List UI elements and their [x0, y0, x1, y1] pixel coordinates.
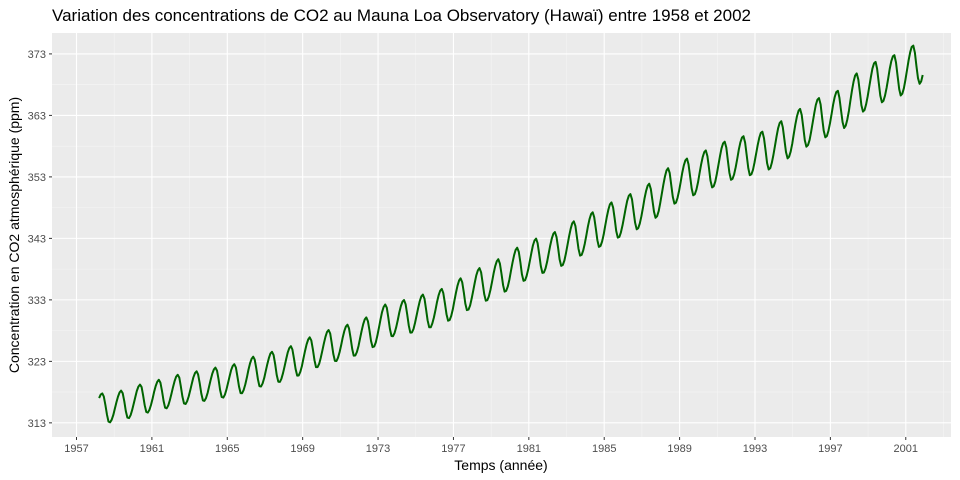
y-tick-label: 343 [28, 233, 46, 245]
axis-ticks [49, 53, 907, 440]
y-tick-label: 363 [28, 110, 46, 122]
x-tick-label: 1977 [441, 443, 465, 455]
x-tick-label: 1961 [140, 443, 164, 455]
x-tick-label: 1985 [592, 443, 616, 455]
x-tick-labels: 1957 1961 1965 1969 1973 1977 1981 1985 1989 1993… [64, 443, 918, 455]
x-tick-label: 1981 [517, 443, 541, 455]
y-tick-label: 373 [28, 49, 46, 61]
y-axis-title: Concentration en CO2 atmosphérique (ppm) [6, 97, 22, 373]
y-tick-labels: 313 323 333 343 353 363 373 [28, 49, 46, 430]
x-tick-label: 1993 [743, 443, 767, 455]
x-tick-label: 1997 [818, 443, 842, 455]
x-tick-label: 1957 [64, 443, 88, 455]
plot-panel [52, 33, 951, 437]
y-tick-label: 323 [28, 356, 46, 368]
x-tick-label: 1969 [290, 443, 314, 455]
y-tick-label: 353 [28, 172, 46, 184]
y-tick-label: 313 [28, 418, 46, 430]
x-tick-label: 1989 [667, 443, 691, 455]
grid-major [52, 33, 951, 437]
y-tick-label: 333 [28, 295, 46, 307]
x-tick-label: 2001 [894, 443, 918, 455]
x-axis-title: Temps (année) [454, 457, 547, 473]
x-tick-label: 1965 [215, 443, 239, 455]
co2-line [98, 44, 924, 424]
x-tick-label: 1973 [366, 443, 390, 455]
chart-title: Variation des concentrations de CO2 au M… [52, 6, 751, 25]
